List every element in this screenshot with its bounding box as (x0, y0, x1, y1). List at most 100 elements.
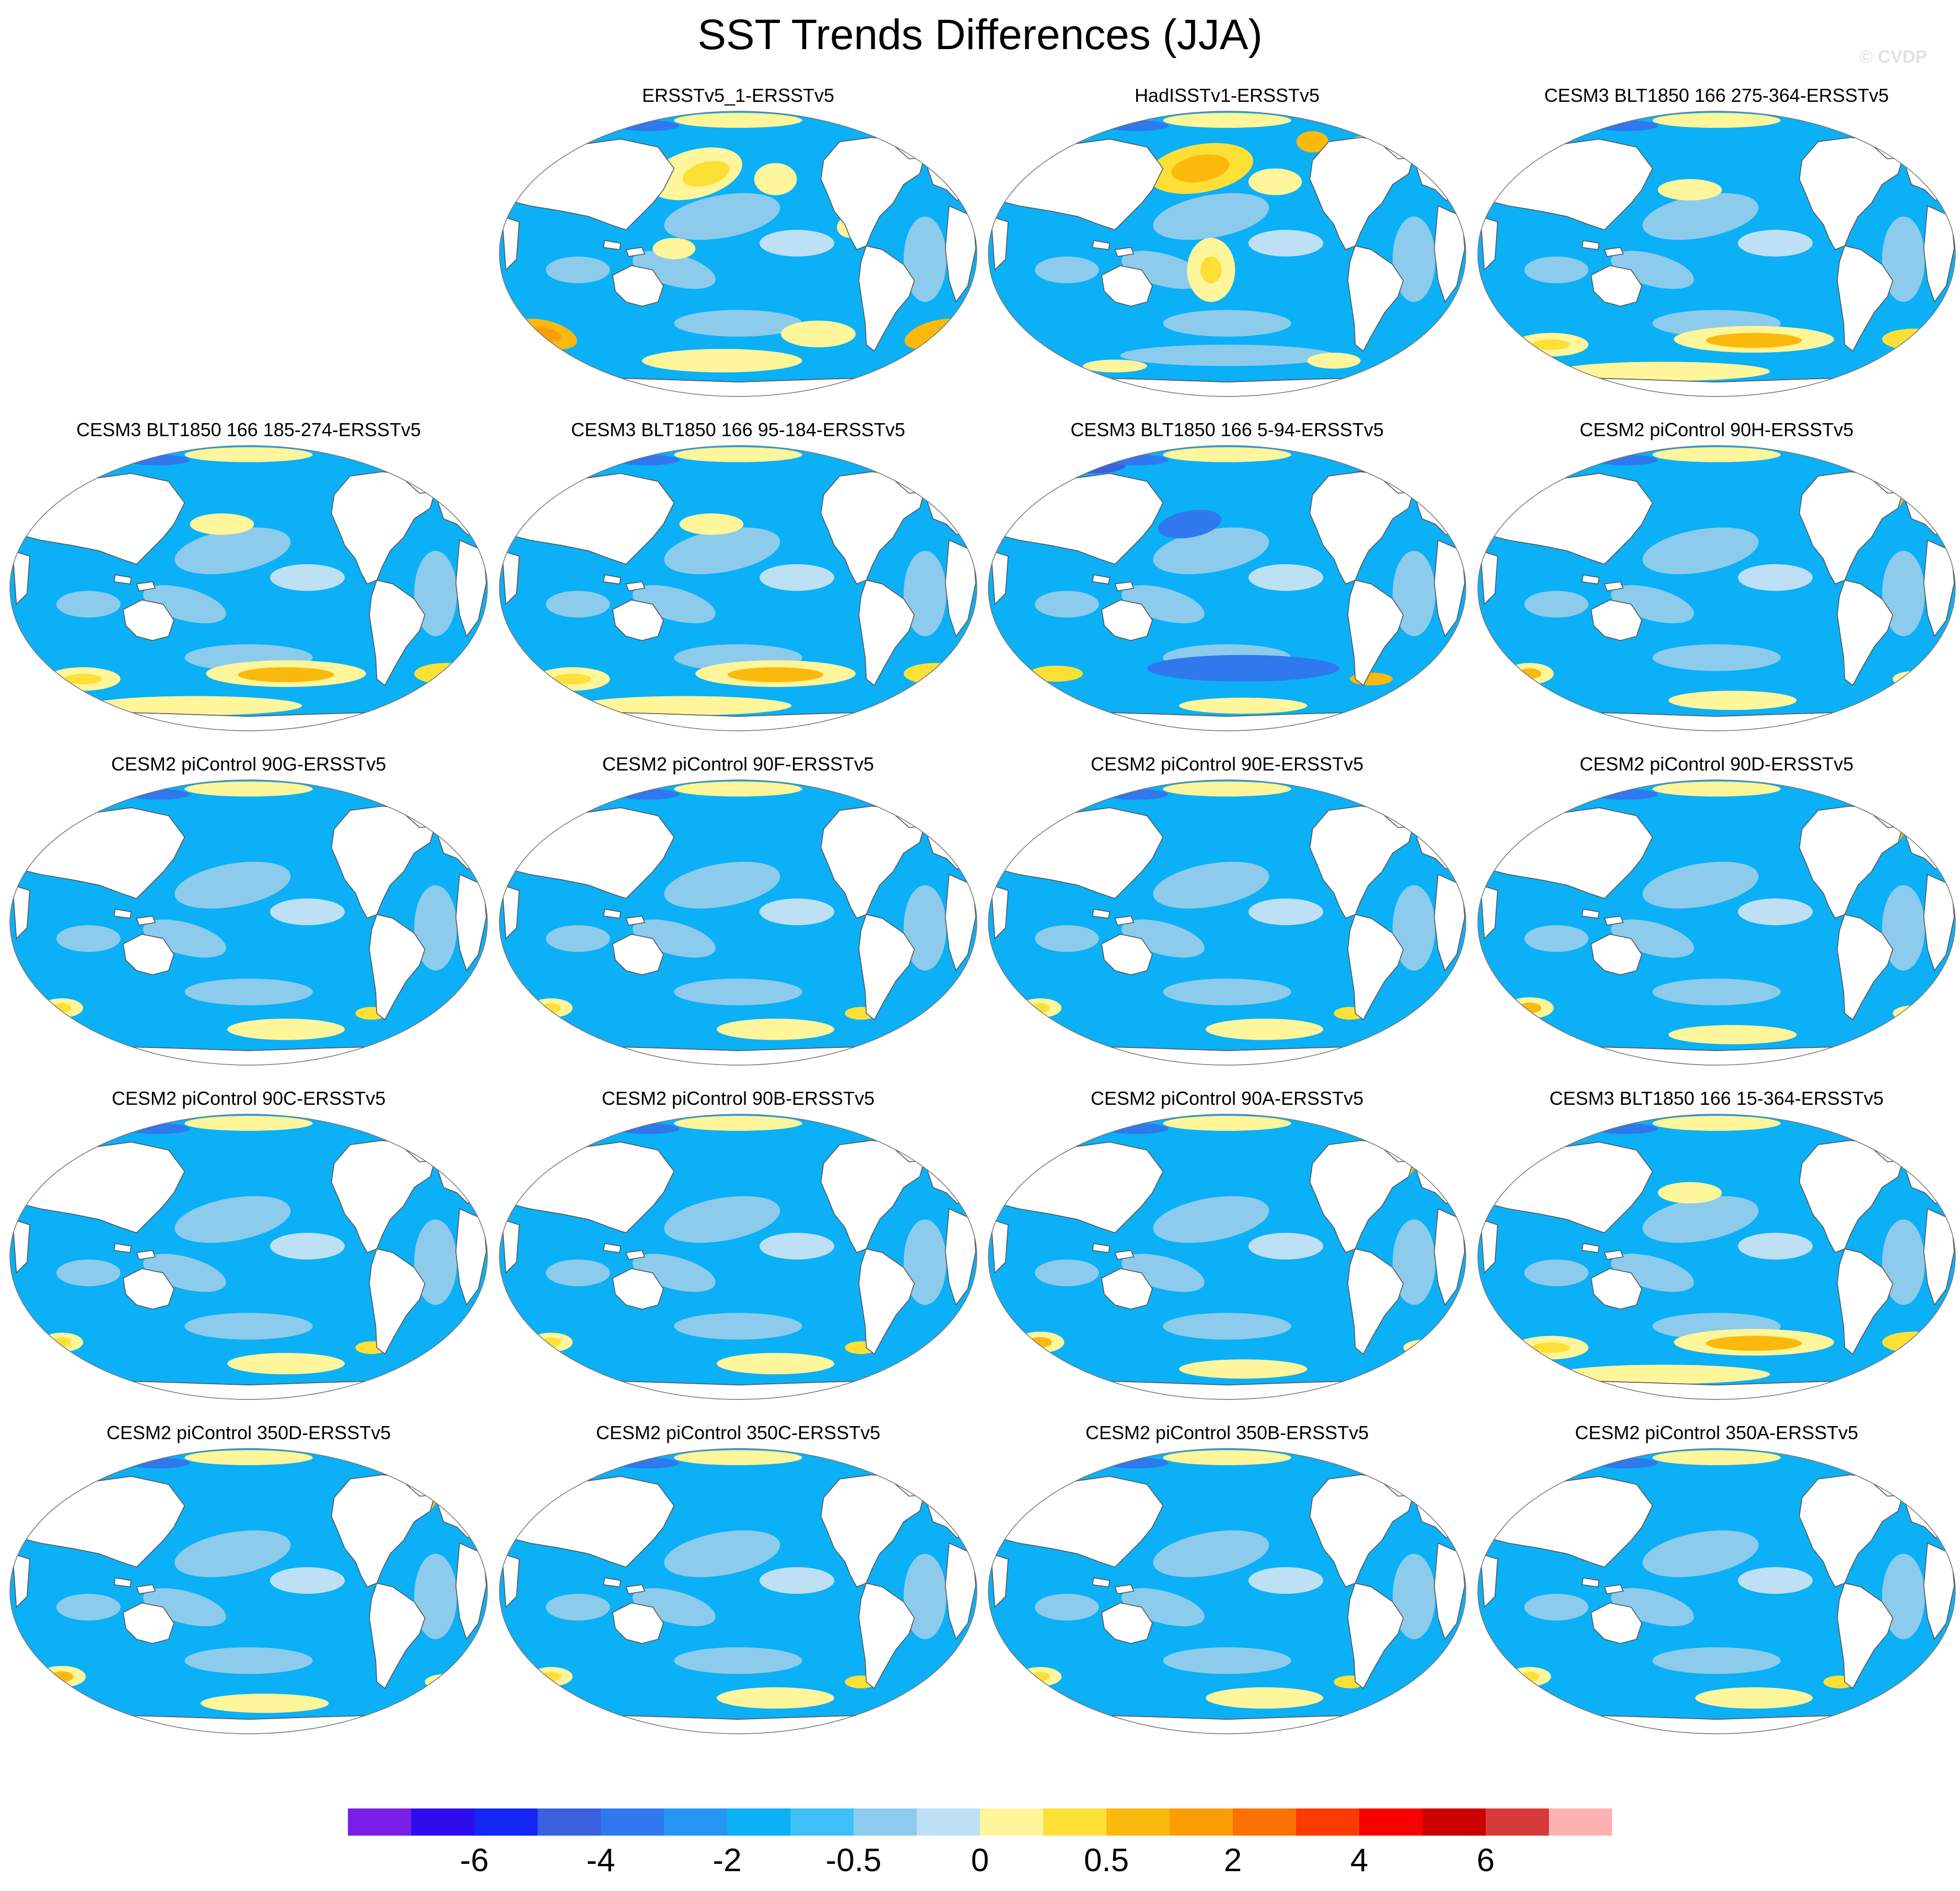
anomaly-region (1695, 1687, 1813, 1709)
landmass (612, 599, 664, 641)
anomaly-region (1035, 1259, 1099, 1287)
anomaly-region (1556, 1364, 1770, 1384)
sst-trend-map (988, 1114, 1466, 1400)
anomaly-region (674, 1450, 802, 1465)
landmass (1092, 1577, 1111, 1587)
panel-title: CESM2 piControl 90B-ERSSTv5 (601, 1088, 875, 1109)
landmass (1590, 265, 1642, 307)
map-panel: CESM2 piControl 350B-ERSSTv5 (983, 1420, 1472, 1738)
anomaly-region (1163, 447, 1291, 462)
sst-trend-map (9, 1448, 488, 1734)
landmass (603, 908, 622, 919)
anomaly-region (754, 163, 797, 195)
landmass (501, 216, 520, 271)
anomaly-region (1669, 1025, 1797, 1045)
anomaly-region (780, 320, 856, 347)
landmass (1114, 915, 1135, 926)
anomaly-region (1163, 310, 1291, 337)
landmass (1590, 1602, 1642, 1644)
landmass (113, 1243, 132, 1253)
anomaly-region (759, 564, 834, 591)
landmass (858, 1582, 915, 1689)
map-panel: CESM2 piControl 90H-ERSSTv5 (1472, 417, 1960, 736)
anomaly-region (1307, 353, 1361, 369)
sst-trend-map (499, 779, 977, 1066)
landmass (113, 1577, 132, 1587)
anomaly-region (546, 1259, 610, 1287)
panel-title: CESM2 piControl 350B-ERSSTv5 (1085, 1422, 1369, 1443)
colorbar-tick-label: 0.5 (1083, 1842, 1129, 1878)
anomaly-region (184, 1313, 313, 1340)
anomaly-region (184, 1647, 313, 1674)
anomaly-region (682, 160, 730, 187)
panel-title: CESM3 BLT1850 166 185-274-ERSSTv5 (76, 419, 421, 440)
landmass (625, 915, 646, 926)
panel-title: CESM2 piControl 350A-ERSSTv5 (1574, 1422, 1859, 1443)
anomaly-region (1893, 1005, 1936, 1022)
panel-title: CESM2 piControl 90C-ERSSTv5 (111, 1088, 386, 1109)
anomaly-region (1035, 925, 1099, 952)
anomaly-region (1035, 591, 1099, 618)
anomaly-region (1652, 113, 1781, 128)
anomaly-region (270, 564, 345, 591)
landmass (1114, 1584, 1135, 1595)
anomaly-region (1163, 1313, 1291, 1340)
landmass (1347, 579, 1404, 686)
landmass (122, 1602, 174, 1644)
anomaly-region (1652, 1116, 1781, 1131)
landmass (1581, 1577, 1600, 1587)
anomaly-region (1532, 339, 1570, 350)
anomaly-region (1658, 1182, 1722, 1204)
anomaly-region (184, 978, 313, 1006)
landmass (136, 1584, 156, 1595)
anomaly-region (201, 1694, 329, 1713)
landmass (1114, 581, 1135, 592)
anomaly-region (1296, 131, 1329, 153)
landmass (990, 216, 1009, 271)
map-border (9, 1114, 488, 1400)
colorbar-tick-label: -2 (713, 1842, 742, 1878)
anomaly-region (1524, 1594, 1589, 1621)
anomaly-region (387, 1373, 462, 1386)
anomaly-region (56, 925, 121, 952)
anomaly-region (1179, 697, 1308, 714)
colorbar-box (538, 1808, 601, 1836)
landmass (858, 914, 915, 1021)
anomaly-region (664, 1530, 780, 1578)
colorbar-box (727, 1808, 790, 1836)
landmass (1347, 245, 1404, 352)
anomaly-region (546, 925, 610, 952)
panel-title: CESM2 piControl 350D-ERSSTv5 (106, 1422, 391, 1443)
anomaly-region (1179, 1359, 1308, 1379)
sst-trend-map (988, 1448, 1466, 1734)
landmass (1837, 579, 1894, 686)
landmass (612, 1602, 664, 1644)
map-border (499, 1114, 977, 1400)
anomaly-region (1737, 230, 1813, 257)
landmass (501, 1553, 520, 1608)
colorbar-box (980, 1808, 1043, 1836)
map-border (9, 1448, 488, 1734)
anomaly-region (1366, 1038, 1441, 1052)
landmass (990, 1553, 1009, 1608)
landmass (1590, 1268, 1642, 1310)
anomaly-region (1200, 256, 1222, 284)
map-panel: CESM3 BLT1850 166 15-364-ERSSTv5 (1472, 1085, 1960, 1404)
anomaly-region (1158, 510, 1222, 539)
map-panel: CESM3 BLT1850 166 5-94-ERSSTv5 (983, 417, 1472, 736)
anomaly-region (1248, 564, 1323, 591)
anomaly-region (425, 1674, 468, 1690)
sst-trend-map (1477, 779, 1956, 1066)
anomaly-region (664, 1196, 780, 1243)
anomaly-region (1524, 256, 1589, 284)
anomaly-region (679, 513, 744, 535)
landmass (1092, 240, 1111, 250)
anomaly-region (1556, 361, 1770, 381)
watermark: © CVDP (1860, 47, 1927, 67)
anomaly-region (174, 1196, 291, 1243)
map-border (1477, 1448, 1956, 1734)
colorbar-box (411, 1808, 474, 1836)
colorbar-tick-label: -4 (586, 1842, 615, 1878)
colorbar-box (1043, 1808, 1106, 1836)
landmass (1480, 1553, 1498, 1608)
